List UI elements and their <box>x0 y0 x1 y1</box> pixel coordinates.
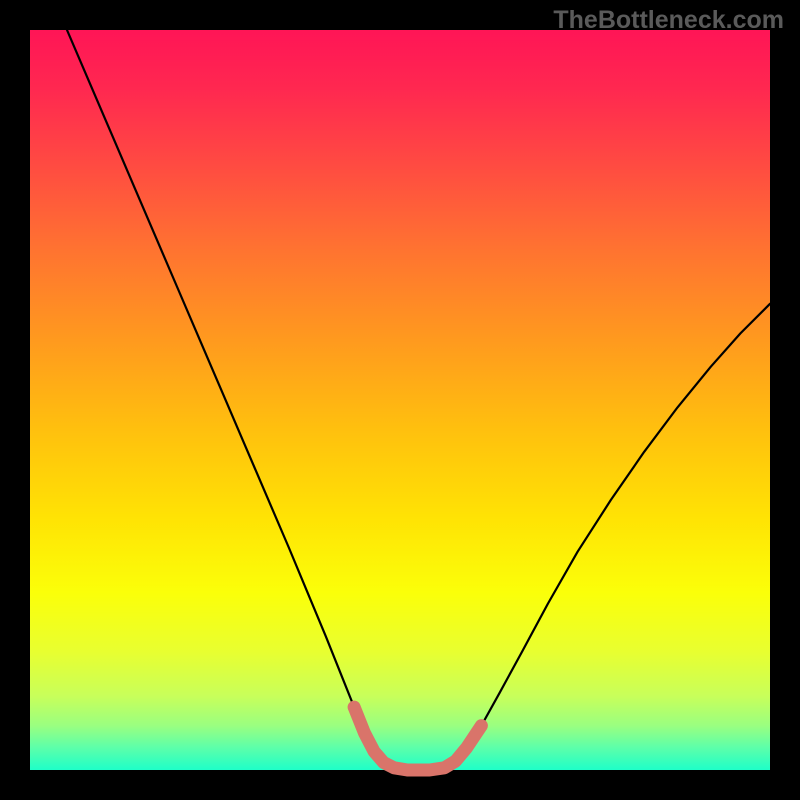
watermark-text: TheBottleneck.com <box>553 6 784 35</box>
chart-container: { "chart": { "type": "line", "canvas": {… <box>0 0 800 800</box>
bottleneck-chart <box>0 0 800 800</box>
